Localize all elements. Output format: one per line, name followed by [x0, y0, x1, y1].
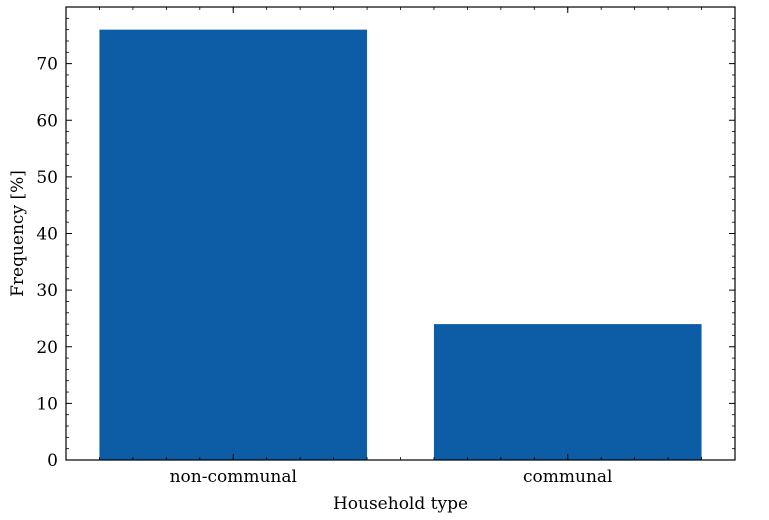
x-tick-label: non-communal — [170, 467, 297, 487]
y-tick-label: 30 — [36, 281, 58, 301]
bar-non-communal — [99, 29, 368, 461]
x-axis-label: Household type — [333, 494, 468, 514]
x-tick-label: communal — [523, 467, 612, 487]
bars-group — [99, 29, 702, 461]
y-tick-label: 50 — [36, 168, 58, 188]
y-axis-ticks: 0 10 20 30 40 50 60 70 — [36, 17, 735, 471]
y-tick-label: 20 — [36, 338, 58, 358]
y-axis-label: Frequency [%] — [8, 170, 28, 297]
y-tick-label: 10 — [36, 394, 58, 414]
bar-communal — [433, 324, 702, 460]
y-tick-label: 70 — [36, 55, 58, 75]
x-axis-ticks: non-communal communal — [99, 7, 702, 487]
y-tick-label: 60 — [36, 111, 58, 131]
y-tick-label: 40 — [36, 225, 58, 245]
plot-frame — [65, 6, 736, 461]
y-tick-label: 0 — [47, 451, 58, 471]
